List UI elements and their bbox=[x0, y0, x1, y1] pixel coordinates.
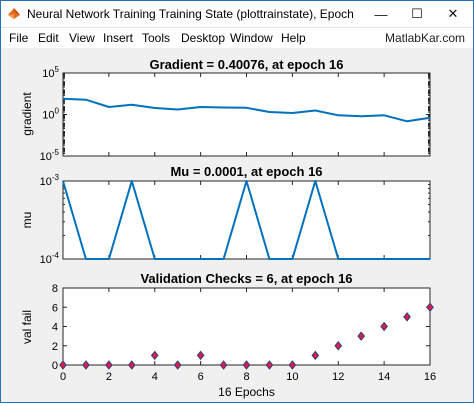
x-axis-label: 16 Epochs bbox=[218, 385, 275, 399]
data-point-marker bbox=[150, 350, 159, 361]
axes-box bbox=[62, 180, 431, 260]
x-tick-label: 0 bbox=[60, 371, 66, 383]
data-point-marker bbox=[311, 350, 320, 361]
minimize-button[interactable]: — bbox=[374, 6, 388, 22]
series-line bbox=[62, 180, 430, 260]
data-point-marker bbox=[357, 331, 366, 341]
y-tick-label: 0 bbox=[52, 360, 58, 372]
x-tick-label: 6 bbox=[198, 371, 204, 383]
window-title: Neural Network Training Training State (… bbox=[27, 7, 357, 21]
x-tick-label: 16 bbox=[424, 371, 436, 383]
chart-title: Validation Checks = 6, at epoch 16 bbox=[140, 271, 352, 286]
y-axis-label: gradient bbox=[20, 92, 34, 136]
data-point-marker bbox=[59, 360, 67, 370]
x-tick-label: 2 bbox=[106, 371, 112, 383]
maximize-button[interactable]: ☐ bbox=[411, 6, 423, 21]
data-point-marker bbox=[127, 360, 136, 370]
data-point-marker bbox=[173, 360, 182, 370]
menu-insert[interactable]: Insert bbox=[103, 31, 134, 45]
x-tick-label: 12 bbox=[332, 371, 344, 383]
y-tick-label: 10-4 bbox=[40, 251, 60, 266]
menu-view[interactable]: View bbox=[69, 31, 95, 45]
x-tick-label: 8 bbox=[243, 371, 249, 383]
menu-bar: File Edit View Insert Tools Desktop Wind… bbox=[1, 28, 473, 48]
menu-window[interactable]: Window bbox=[230, 31, 273, 45]
series-line bbox=[62, 97, 431, 123]
x-tick-label: 4 bbox=[152, 371, 158, 383]
data-point-marker bbox=[334, 340, 343, 351]
matlab-app-icon bbox=[8, 8, 20, 19]
menu-edit[interactable]: Edit bbox=[38, 31, 59, 45]
y-tick-label: 100 bbox=[42, 107, 59, 122]
x-tick-label: 10 bbox=[286, 371, 298, 383]
y-tick-label: 6 bbox=[52, 302, 58, 314]
menu-help[interactable]: Help bbox=[281, 31, 306, 45]
close-button[interactable]: ✕ bbox=[447, 6, 459, 21]
x-tick-label: 14 bbox=[378, 371, 390, 383]
data-point-marker bbox=[82, 360, 90, 370]
plot-area: Gradient = 0.40076, at epoch 16 gradient 1… bbox=[1, 49, 473, 402]
y-tick-label: 10-5 bbox=[40, 148, 60, 163]
y-tick-label: 10-3 bbox=[40, 173, 60, 188]
y-tick-label: 2 bbox=[52, 341, 58, 353]
y-tick-label: 8 bbox=[52, 283, 58, 295]
chart-title: Gradient = 0.40076, at epoch 16 bbox=[149, 57, 343, 72]
y-axis-label: val fail bbox=[20, 310, 34, 344]
data-point-marker bbox=[196, 350, 205, 361]
menu-tools[interactable]: Tools bbox=[142, 31, 171, 45]
y-tick-label: 105 bbox=[42, 65, 59, 80]
title-bar[interactable]: Neural Network Training Training State (… bbox=[1, 1, 473, 28]
charts-canvas: Gradient = 0.40076, at epoch 16 gradient 1… bbox=[20, 57, 436, 399]
brand-label: MatlabKar.com bbox=[384, 31, 465, 45]
data-point-marker bbox=[265, 360, 274, 370]
data-point-marker bbox=[219, 360, 228, 370]
axes-box bbox=[62, 72, 431, 157]
menu-file[interactable]: File bbox=[9, 31, 29, 45]
data-point-marker bbox=[403, 312, 411, 322]
chart-title: Mu = 0.0001, at epoch 16 bbox=[170, 164, 322, 179]
y-tick-label: 4 bbox=[52, 322, 58, 334]
data-point-marker bbox=[426, 302, 434, 313]
y-axis-label: mu bbox=[20, 212, 34, 229]
data-point-marker bbox=[242, 360, 251, 370]
menu-desktop[interactable]: Desktop bbox=[181, 31, 226, 45]
data-point-marker bbox=[105, 360, 113, 370]
data-point-marker bbox=[380, 321, 388, 332]
axes-box bbox=[62, 287, 431, 366]
data-point-marker bbox=[288, 360, 297, 370]
